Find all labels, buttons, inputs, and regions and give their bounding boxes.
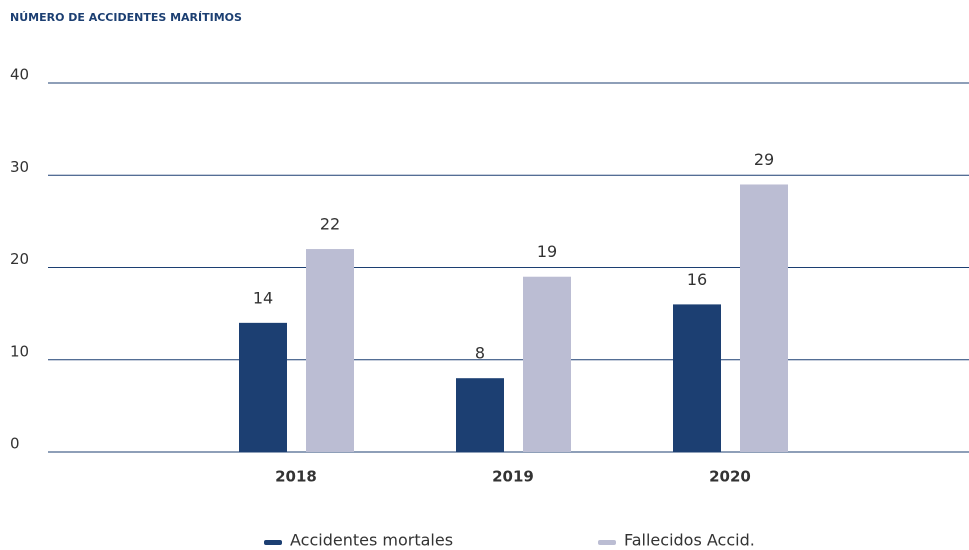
value-label: 22	[320, 215, 340, 234]
bar	[740, 184, 788, 452]
legend-swatch	[598, 540, 616, 545]
bar	[673, 304, 721, 452]
x-tick-label: 2018	[275, 468, 317, 486]
x-tick-label: 2019	[492, 468, 534, 486]
y-tick-label: 10	[10, 342, 29, 360]
bar	[456, 378, 504, 452]
value-label: 14	[253, 288, 273, 307]
bar	[523, 276, 571, 452]
chart-title: NÚMERO DE ACCIDENTES MARÍTIMOS	[10, 11, 242, 24]
legend-label: Fallecidos Accid.	[624, 531, 755, 550]
value-label: 19	[537, 242, 557, 261]
value-label: 29	[754, 150, 774, 169]
legend-swatch	[264, 540, 282, 545]
y-tick-label: 30	[10, 158, 29, 176]
bar	[306, 249, 354, 452]
value-label: 16	[687, 270, 707, 289]
bar	[239, 322, 287, 452]
y-tick-label: 40	[10, 66, 29, 84]
value-label: 8	[475, 344, 485, 363]
legend-label: Accidentes mortales	[290, 531, 453, 550]
y-tick-label: 0	[10, 435, 20, 453]
x-tick-label: 2020	[709, 468, 751, 486]
y-tick-label: 20	[10, 250, 29, 268]
